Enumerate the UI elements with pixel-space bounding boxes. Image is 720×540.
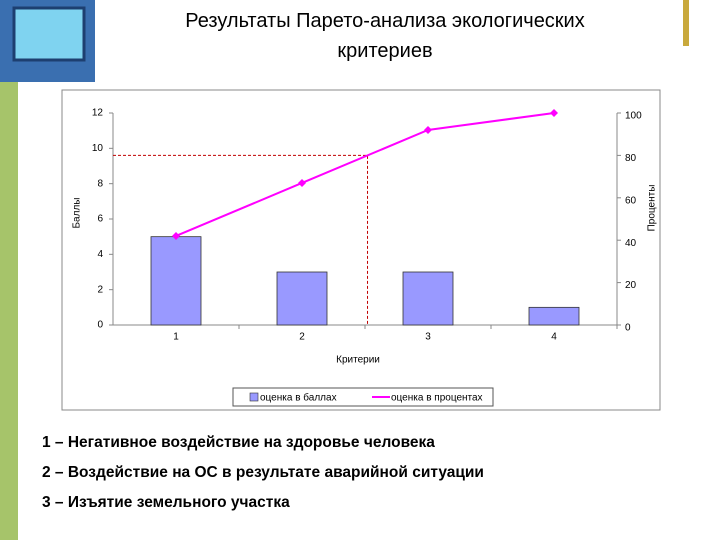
line-marker — [550, 109, 558, 117]
note: 3 – Изъятие земельного участка — [42, 494, 290, 511]
y-tick-label: 0 — [97, 320, 103, 331]
legend-swatch — [249, 392, 259, 402]
legend-box — [232, 387, 494, 407]
legend-label: оценка в процентах — [391, 393, 483, 404]
x-tick-label: 2 — [299, 332, 305, 343]
corner-bar — [683, 0, 689, 46]
bar — [402, 271, 454, 326]
y-tick-label: 8 — [97, 178, 103, 189]
y2-tick-label: 60 — [625, 195, 637, 206]
y-tick-label: 2 — [97, 284, 103, 295]
line-marker — [298, 178, 306, 187]
logo-screen — [12, 6, 86, 62]
x-axis-label: Критерии — [336, 355, 380, 366]
line — [175, 112, 555, 237]
bar — [276, 271, 328, 326]
side-bar — [0, 82, 18, 540]
y-axis-label: Баллы — [72, 198, 83, 229]
y2-tick-label: 0 — [625, 323, 631, 334]
bar — [528, 306, 580, 326]
legend-label: оценка в баллах — [260, 392, 337, 404]
x-tick-label: 1 — [173, 332, 179, 343]
threshold-line — [113, 154, 369, 325]
x-tick-label: 4 — [551, 332, 557, 343]
y-tick-label: 4 — [97, 249, 103, 260]
note: 1 – Негативное воздействие на здоровье ч… — [42, 434, 435, 451]
y-tick-label: 10 — [92, 143, 104, 154]
slide-title: Результаты Парето-анализа экологических к… — [185, 10, 584, 62]
x-tick-label: 3 — [425, 332, 431, 343]
note: 2 – Воздействие на ОС в результате авари… — [42, 464, 484, 481]
line-marker — [424, 125, 432, 134]
y2-tick-label: 80 — [625, 153, 637, 164]
line-marker — [172, 231, 180, 240]
y2-tick-label: 100 — [625, 111, 642, 122]
y-tick-label: 12 — [92, 108, 104, 119]
y2-axis-label: Проценты — [647, 185, 658, 232]
y2-tick-label: 40 — [625, 238, 637, 249]
y-tick-label: 6 — [97, 214, 103, 225]
notes: 1 – Негативное воздействие на здоровье ч… — [42, 434, 484, 511]
bar — [150, 236, 202, 326]
y2-tick-label: 20 — [625, 280, 637, 291]
